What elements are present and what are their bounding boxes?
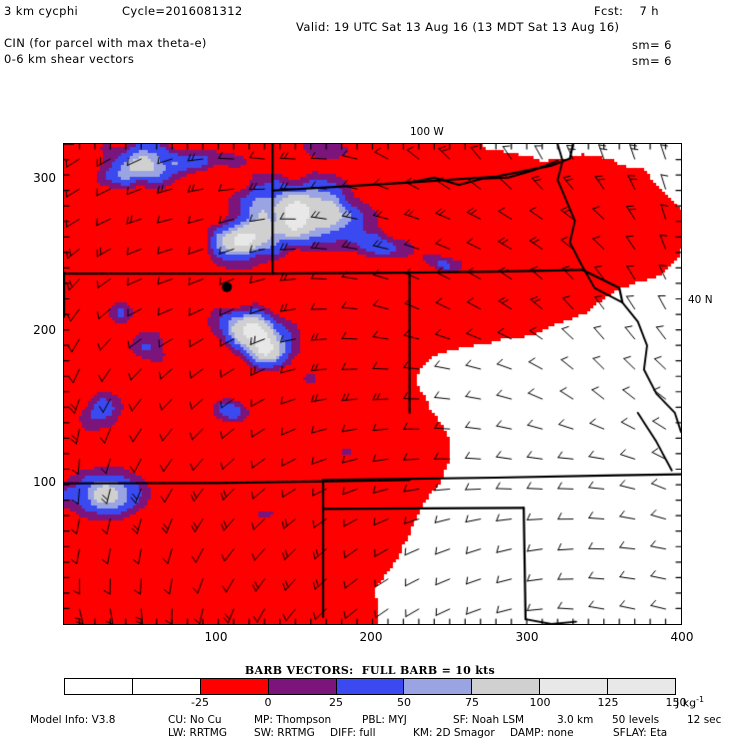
weather-map-panel[interactable] (63, 143, 682, 625)
colorbar-swatch-7 (540, 679, 609, 694)
colorbar-swatch-3 (268, 679, 337, 694)
colorbar-swatch-6 (472, 679, 541, 694)
smoothing-label-2: sm= 6 (632, 54, 672, 68)
x-axis-tick-200: 200 (359, 630, 383, 644)
colorbar-tick-0: 0 (264, 696, 272, 709)
model-info-item: SF: Noah LSM (453, 714, 525, 726)
x-axis-tick-400: 400 (670, 630, 694, 644)
latitude-label: 40 N (688, 294, 713, 306)
model-info-item: KM: 2D Smagor (413, 727, 495, 739)
model-info-item: DAMP: none (510, 727, 574, 739)
colorbar-swatch-8 (608, 679, 676, 694)
units-exponent: -1 (696, 695, 705, 704)
colorbar-swatch-1 (132, 679, 201, 694)
y-axis-tick-100: 100 (33, 475, 56, 489)
model-info-item: PBL: MYJ (362, 714, 407, 726)
colorbar-swatch-4 (336, 679, 405, 694)
colorbar-tick-labels: -25 0 25 50 75 100 125 150 (64, 696, 687, 712)
model-info-item: 3.0 km (557, 714, 594, 726)
x-axis-tick-100: 100 (204, 630, 228, 644)
model-info-item: LW: RRTMG (168, 727, 227, 739)
model-resolution-label: 3 km cycphi (4, 4, 79, 18)
colorbar-tick-75: 75 (465, 696, 480, 709)
longitude-label: 100 W (410, 126, 444, 138)
colorbar-swatch-5 (404, 679, 473, 694)
colorbar-tick--25: -25 (191, 696, 209, 709)
cin-colorbar[interactable] (64, 678, 676, 695)
cycle-label: Cycle=2016081312 (122, 4, 243, 18)
units-text: J kg (676, 696, 697, 710)
y-axis-tick-200: 200 (33, 323, 56, 337)
model-info-item: CU: No Cu (168, 714, 222, 726)
colorbar-swatch-2 (200, 679, 269, 694)
y-axis-tick-300: 300 (33, 171, 56, 185)
colorbar-tick-125: 125 (597, 696, 619, 709)
field-label: CIN (for parcel with max theta-e) (4, 36, 207, 50)
barb-legend-caption: BARB VECTORS: FULL BARB = 10 kts (244, 664, 496, 677)
model-info-item: SW: RRTMG (254, 727, 315, 739)
model-info-item: MP: Thompson (254, 714, 332, 726)
forecast-hour-label: Fcst: 7 h (594, 4, 659, 18)
overlay-label: 0-6 km shear vectors (4, 52, 135, 66)
model-info-item: 50 levels (612, 714, 660, 726)
colorbar-tick-50: 50 (397, 696, 412, 709)
model-info-item: DIFF: full (330, 727, 376, 739)
map-raster (64, 144, 681, 624)
model-info-item: SFLAY: Eta (613, 727, 668, 739)
colorbar-swatch-0 (65, 679, 133, 694)
colorbar-tick-150: 150 (665, 696, 687, 709)
smoothing-label-1: sm= 6 (632, 38, 672, 52)
valid-time-label: Valid: 19 UTC Sat 13 Aug 16 (13 MDT Sat … (296, 20, 620, 34)
colorbar-tick-25: 25 (328, 696, 343, 709)
colorbar-tick-100: 100 (529, 696, 551, 709)
model-info-item: Model Info: V3.8 (30, 714, 116, 726)
colorbar-units-label: J kg-1 (676, 695, 704, 710)
x-axis-tick-300: 300 (515, 630, 539, 644)
model-info-item: 12 sec (687, 714, 722, 726)
